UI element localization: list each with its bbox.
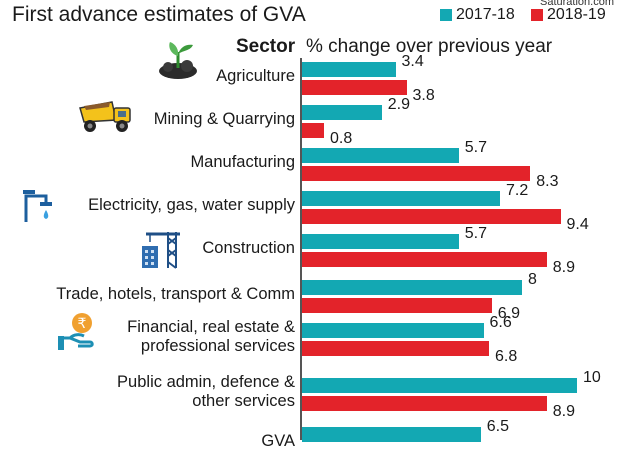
bar-2017-18-gva bbox=[302, 427, 481, 442]
value-label-2017-18-financial-real-estate-professional-services: 6.6 bbox=[489, 314, 512, 331]
bar-2018-19-construction bbox=[302, 252, 547, 267]
value-label-2018-19-trade-hotels-transport-comm: 6.9 bbox=[497, 305, 520, 322]
sector-label-gva: GVA bbox=[261, 432, 295, 451]
bar-2018-19-public-admin-defence-other-services bbox=[302, 396, 547, 411]
water-tap-icon bbox=[20, 186, 60, 231]
sector-label-line: Electricity, gas, water supply bbox=[88, 195, 295, 214]
sector-label-financial-real-estate-professional-services: Financial, real estate & professional ser… bbox=[127, 318, 295, 356]
sector-label-line: Trade, hotels, transport & Comm bbox=[56, 284, 295, 303]
bar-2017-18-electricity-gas-water-supply bbox=[302, 191, 500, 206]
chart-title: First advance estimates of GVA bbox=[12, 3, 306, 26]
sector-label-mining-quarrying: Mining & Quarrying bbox=[154, 110, 295, 129]
bar-2017-18-public-admin-defence-other-services bbox=[302, 378, 577, 393]
sector-label-manufacturing: Manufacturing bbox=[190, 153, 295, 172]
bar-2018-19-agriculture bbox=[302, 80, 407, 95]
sector-label-electricity-gas-water-supply: Electricity, gas, water supply bbox=[88, 196, 295, 215]
sector-label-line: Construction bbox=[202, 238, 295, 257]
axis-baseline bbox=[300, 58, 302, 440]
sector-label-line: Mining & Quarrying bbox=[153, 109, 295, 128]
sector-label-line: GVA bbox=[261, 431, 295, 450]
dump-truck-icon bbox=[76, 96, 134, 139]
value-label-2018-19-public-admin-defence-other-services: 8.9 bbox=[552, 403, 575, 420]
value-label-2017-18-trade-hotels-transport-comm: 8 bbox=[528, 271, 537, 288]
value-label-2017-18-manufacturing: 5.7 bbox=[464, 139, 487, 156]
plant-icon bbox=[156, 40, 200, 85]
legend-label-2018-19: 2018-19 bbox=[547, 6, 606, 23]
source-credit: Saturation.com bbox=[540, 0, 614, 8]
sector-label-line: Financial, real estate & bbox=[127, 318, 295, 336]
sector-label-line: professional services bbox=[140, 337, 295, 355]
legend-swatch-2018-19 bbox=[531, 9, 543, 21]
value-label-2017-18-electricity-gas-water-supply: 7.2 bbox=[506, 182, 529, 199]
sector-label-trade-hotels-transport-comm: Trade, hotels, transport & Comm bbox=[56, 285, 295, 304]
change-column-header: % change over previous year bbox=[306, 36, 553, 57]
bar-2018-19-trade-hotels-transport-comm bbox=[302, 298, 492, 313]
value-label-2018-19-agriculture: 3.8 bbox=[412, 87, 435, 104]
value-label-2017-18-mining-quarrying: 2.9 bbox=[387, 96, 410, 113]
legend-swatch-2017-18 bbox=[440, 9, 452, 21]
value-label-2017-18-gva: 6.5 bbox=[486, 418, 509, 435]
rupee-hand-icon: ₹ bbox=[58, 312, 104, 357]
value-label-2018-19-manufacturing: 8.3 bbox=[536, 173, 559, 190]
sector-label-line: Manufacturing bbox=[190, 152, 295, 171]
sector-column-header: Sector bbox=[236, 36, 296, 57]
bar-2017-18-mining-quarrying bbox=[302, 105, 382, 120]
value-label-2018-19-mining-quarrying: 0.8 bbox=[330, 130, 353, 147]
construction-crane-icon bbox=[140, 228, 184, 275]
bar-2017-18-trade-hotels-transport-comm bbox=[302, 280, 522, 295]
value-label-2017-18-construction: 5.7 bbox=[464, 225, 487, 242]
legend-label-2017-18: 2017-18 bbox=[456, 6, 515, 23]
bar-2017-18-financial-real-estate-professional-services bbox=[302, 323, 484, 338]
bar-2018-19-mining-quarrying bbox=[302, 123, 324, 138]
gva-chart: Saturation.com First advance estimates o… bbox=[12, 0, 614, 450]
bar-2018-19-manufacturing bbox=[302, 166, 531, 181]
value-label-2018-19-electricity-gas-water-supply: 9.4 bbox=[566, 216, 589, 233]
bar-2017-18-construction bbox=[302, 234, 459, 249]
sector-label-line: other services bbox=[192, 392, 295, 410]
svg-text:₹: ₹ bbox=[78, 316, 87, 332]
value-label-2018-19-construction: 8.9 bbox=[552, 259, 575, 276]
sector-label-agriculture: Agriculture bbox=[216, 67, 295, 86]
bar-2018-19-financial-real-estate-professional-services bbox=[302, 341, 489, 356]
sector-label-construction: Construction bbox=[202, 239, 295, 258]
value-label-2017-18-agriculture: 3.4 bbox=[401, 53, 424, 70]
sector-label-public-admin-defence-other-services: Public admin, defence & other services bbox=[117, 373, 295, 411]
sector-label-line: Public admin, defence & bbox=[117, 373, 295, 391]
value-label-2017-18-public-admin-defence-other-services: 10 bbox=[583, 369, 601, 386]
value-label-2018-19-financial-real-estate-professional-services: 6.8 bbox=[495, 348, 518, 365]
bar-2017-18-manufacturing bbox=[302, 148, 459, 163]
bar-2018-19-electricity-gas-water-supply bbox=[302, 209, 561, 224]
bar-2017-18-agriculture bbox=[302, 62, 396, 77]
sector-label-line: Agriculture bbox=[216, 66, 295, 85]
